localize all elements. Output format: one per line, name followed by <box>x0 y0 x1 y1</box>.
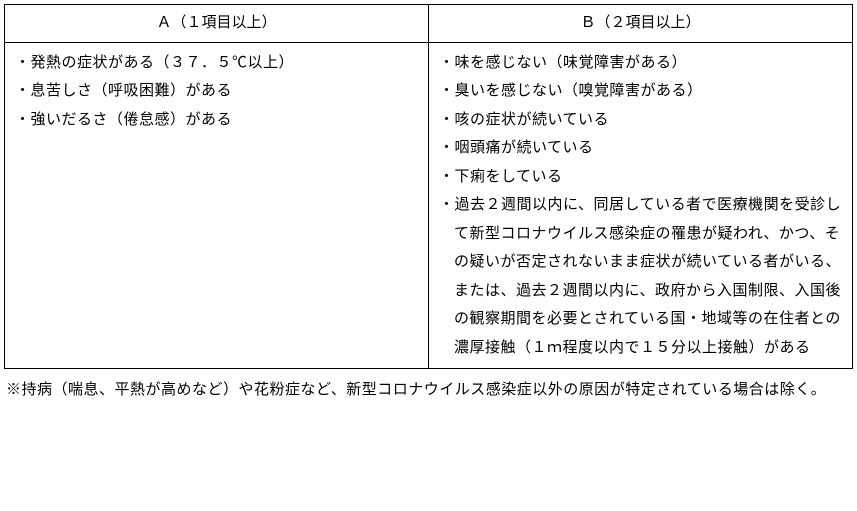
list-item: ・息苦しさ（呼吸困難）がある <box>15 77 418 106</box>
footnote-text: ※持病（喘息、平熱が高めなど）や花粉症など、新型コロナウイルス感染症以外の原因が… <box>4 373 853 407</box>
list-item: ・発熱の症状がある（３７．５℃以上） <box>15 49 418 78</box>
list-item: ・強いだるさ（倦怠感）がある <box>15 106 418 135</box>
header-column-a: Ａ（１項目以上） <box>5 5 429 43</box>
list-item: ・咳の症状が続いている <box>439 106 842 135</box>
list-item: ・味を感じない（味覚障害がある） <box>439 49 842 78</box>
cell-column-a: ・発熱の症状がある（３７．５℃以上） ・息苦しさ（呼吸困難）がある ・強いだるさ… <box>5 42 429 369</box>
table-header-row: Ａ（１項目以上） Ｂ（２項目以上） <box>5 5 853 43</box>
column-a-content: ・発熱の症状がある（３７．５℃以上） ・息苦しさ（呼吸困難）がある ・強いだるさ… <box>15 49 418 135</box>
list-item: ・下痢をしている <box>439 163 842 192</box>
list-item: ・咽頭痛が続いている <box>439 134 842 163</box>
list-item: ・過去２週間以内に、同居している者で医療機関を受診して新型コロナウイルス感染症の… <box>439 191 842 362</box>
symptom-criteria-table: Ａ（１項目以上） Ｂ（２項目以上） ・発熱の症状がある（３７．５℃以上） ・息苦… <box>4 4 853 369</box>
cell-column-b: ・味を感じない（味覚障害がある） ・臭いを感じない（嗅覚障害がある） ・咳の症状… <box>429 42 853 369</box>
header-column-b: Ｂ（２項目以上） <box>429 5 853 43</box>
list-item: ・臭いを感じない（嗅覚障害がある） <box>439 77 842 106</box>
table-body-row: ・発熱の症状がある（３７．５℃以上） ・息苦しさ（呼吸困難）がある ・強いだるさ… <box>5 42 853 369</box>
column-b-content: ・味を感じない（味覚障害がある） ・臭いを感じない（嗅覚障害がある） ・咳の症状… <box>439 49 842 363</box>
